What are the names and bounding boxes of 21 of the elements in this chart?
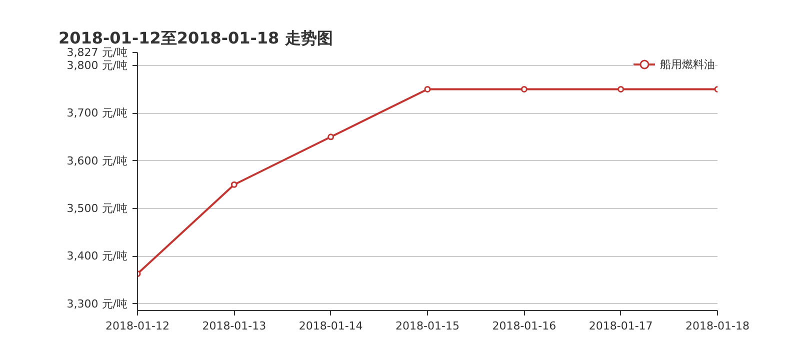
point (230, 181, 238, 188)
y-tick-label: 3,827 元/吨 (66, 46, 128, 59)
x-tick-label: 2018-01-17 (588, 320, 653, 332)
x-tick-label: 2018-01-15 (396, 320, 460, 332)
point (328, 134, 334, 140)
y-tick-label: 3,500 元/吨 (66, 202, 128, 215)
x-tick-label: 2018-01-18 (686, 320, 750, 332)
y-tick-label: 3,700 元/吨 (66, 106, 128, 120)
x-tick-label: 2018-01-16 (492, 320, 556, 332)
x-tick-label: 2018-01-14 (298, 320, 363, 332)
y-tick-label: 3,600 元/吨 (66, 154, 128, 168)
y-tick-label: 3,400 元/吨 (66, 250, 128, 263)
x-tick-label: 2018-01-12 (106, 320, 170, 332)
point (520, 86, 528, 92)
legend-label: 船用燃料油 (660, 56, 715, 72)
x-tick-label: 2018-01-13 (202, 320, 266, 332)
chart-title: 2018-01-12至2018-01-18 走势图 (58, 28, 333, 48)
point (618, 86, 624, 92)
point (424, 86, 431, 92)
y-tick-label: 3,300 元/吨 (66, 297, 128, 310)
y-tick-label: 3,800 元/吨 (66, 58, 128, 72)
